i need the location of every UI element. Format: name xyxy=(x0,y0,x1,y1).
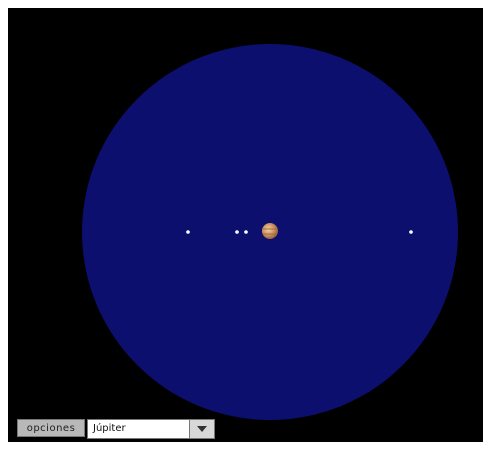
moon xyxy=(244,230,248,234)
dropdown-arrow[interactable] xyxy=(189,420,214,438)
moon xyxy=(235,230,239,234)
object-select[interactable]: Júpiter xyxy=(87,419,215,439)
moon xyxy=(186,230,190,234)
page: {"controls": {"button": "opciones", "sel… xyxy=(0,0,491,452)
jupiter xyxy=(262,223,278,239)
arrow-icon xyxy=(190,420,214,438)
sky-view xyxy=(8,8,483,442)
viewport: opciones Júpiter xyxy=(8,8,483,442)
options-button[interactable]: opciones xyxy=(17,419,85,437)
moon xyxy=(409,230,413,234)
select-value: Júpiter xyxy=(93,420,126,438)
